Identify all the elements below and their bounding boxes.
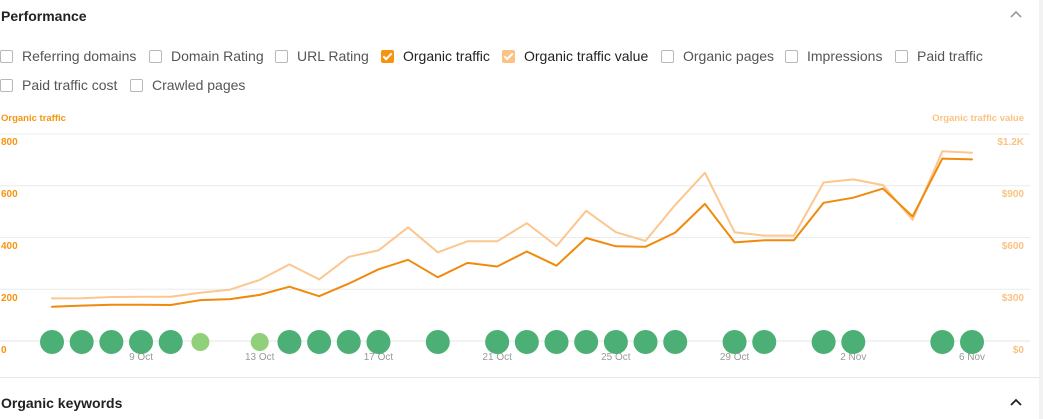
event-marker-major	[514, 330, 539, 354]
metric-label: URL Rating	[297, 48, 369, 64]
checkbox[interactable]	[785, 49, 798, 63]
y-tick-label-right: $900	[1002, 189, 1025, 200]
section-title-organic-keywords: Organic keywords	[1, 395, 123, 411]
checkbox-checked[interactable]	[502, 49, 515, 63]
y-tick-label-right: $600	[1002, 241, 1025, 252]
metric-label: Organic pages	[683, 48, 775, 64]
event-marker-major	[960, 330, 984, 354]
event-marker-major	[336, 330, 361, 354]
metric-label: Organic traffic	[403, 48, 490, 64]
metric-label: Paid traffic cost	[22, 77, 118, 93]
right-axis-title: Organic traffic value	[932, 113, 1024, 124]
x-tick-label: 6 Nov	[959, 352, 985, 363]
metric-label: Referring domains	[22, 48, 137, 64]
event-marker-major	[574, 330, 599, 354]
event-marker-major	[307, 330, 332, 354]
chart-svg: Organic traffic Organic traffic value 0 200…	[0, 113, 1030, 363]
event-marker-minor	[250, 333, 269, 351]
metric-label: Crawled pages	[152, 77, 246, 93]
left-axis-title: Organic traffic	[1, 113, 66, 124]
metric-toggle-organic-traffic-value[interactable]: Organic traffic value	[502, 46, 648, 66]
y-tick-label-right: $0	[1013, 345, 1025, 356]
event-marker-minor	[191, 333, 210, 351]
event-marker-major	[129, 330, 154, 354]
x-tick-label: 17 Oct	[364, 352, 394, 363]
metric-label: Domain Rating	[171, 48, 264, 64]
metric-toggle-domain-rating[interactable]: Domain Rating	[149, 46, 264, 66]
y-tick-label-left: 0	[1, 345, 7, 356]
event-marker-major	[40, 330, 64, 354]
checkbox[interactable]	[0, 49, 13, 63]
x-tick-label: 21 Oct	[482, 352, 512, 363]
metric-toggle-crawled-pages[interactable]: Crawled pages	[130, 75, 245, 95]
metric-label: Paid traffic	[917, 48, 983, 64]
metric-toggle-impressions[interactable]: Impressions	[785, 46, 882, 66]
chevron-up-icon[interactable]	[1009, 8, 1023, 22]
series-line-organic-traffic-value	[51, 150, 973, 300]
event-marker-major	[485, 330, 510, 354]
event-marker-major	[930, 330, 955, 354]
event-marker-major	[366, 330, 391, 354]
event-marker-major	[752, 330, 777, 354]
metric-toggle-paid-traffic-cost[interactable]: Paid traffic cost	[0, 75, 117, 95]
checkbox[interactable]	[895, 49, 908, 63]
event-marker-major	[277, 330, 302, 354]
metric-label: Impressions	[807, 48, 883, 64]
checkbox[interactable]	[0, 78, 13, 92]
event-marker-major	[603, 330, 628, 354]
metric-toggle-organic-traffic[interactable]: Organic traffic	[381, 46, 490, 66]
event-marker-major	[841, 330, 866, 354]
event-marker-major	[544, 330, 569, 354]
y-tick-label-left: 800	[1, 137, 18, 148]
checkbox[interactable]	[661, 49, 674, 63]
metric-toggle-organic-pages[interactable]: Organic pages	[661, 46, 774, 66]
x-tick-label: 9 Oct	[129, 352, 153, 363]
performance-header: Performance	[0, 0, 1043, 34]
checkbox[interactable]	[275, 49, 288, 63]
x-tick-label: 29 Oct	[720, 352, 750, 363]
y-tick-label-right: $1.2K	[997, 137, 1024, 148]
event-marker-major	[663, 330, 688, 354]
event-marker-major	[722, 330, 747, 354]
scrollbar[interactable]	[1039, 0, 1043, 419]
section-title: Performance	[1, 8, 87, 24]
chevron-up-icon[interactable]	[1009, 396, 1023, 410]
y-tick-label-left: 600	[1, 189, 18, 200]
performance-chart: Organic traffic Organic traffic value 0 200…	[0, 104, 1043, 374]
event-marker-major	[158, 330, 183, 354]
checkbox[interactable]	[149, 49, 162, 63]
metric-label: Organic traffic value	[524, 48, 649, 64]
section-divider	[0, 377, 1043, 378]
x-tick-label: 25 Oct	[601, 352, 631, 363]
y-tick-label-left: 400	[1, 241, 18, 252]
event-marker-major	[811, 330, 836, 354]
metric-toggle-url-rating[interactable]: URL Rating	[275, 46, 369, 66]
event-marker-major	[633, 330, 658, 354]
metric-toggle-referring-domains[interactable]: Referring domains	[0, 46, 136, 66]
checkbox-checked[interactable]	[381, 49, 394, 63]
event-marker-major	[69, 330, 94, 354]
series-line-organic-traffic	[51, 157, 973, 308]
y-tick-label-left: 200	[1, 293, 18, 304]
event-marker-major	[99, 330, 124, 354]
x-tick-label: 13 Oct	[245, 352, 275, 363]
event-marker-major	[425, 330, 450, 354]
checkbox[interactable]	[130, 78, 143, 92]
y-tick-label-right: $300	[1002, 293, 1025, 304]
metric-toggle-paid-traffic[interactable]: Paid traffic	[895, 46, 983, 66]
x-tick-label: 2 Nov	[840, 352, 866, 363]
